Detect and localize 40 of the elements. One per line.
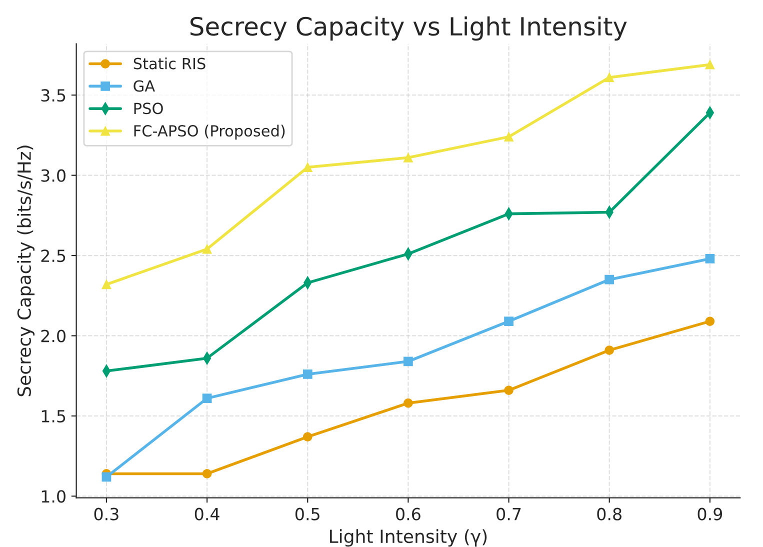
point: [202, 469, 212, 478]
x-tick-label: 0.7: [496, 508, 521, 520]
point: [302, 162, 312, 172]
point: [504, 386, 514, 395]
point: [302, 370, 312, 379]
chart-title: Secrecy Capacity vs Light Intensity: [190, 16, 627, 41]
y-tick-label: 3.0: [41, 169, 66, 182]
point: [302, 432, 312, 442]
legend-label: Static RIS: [134, 58, 206, 70]
point: [504, 316, 514, 326]
point: [102, 472, 112, 482]
y-tick-label: 1.0: [42, 490, 66, 503]
point: [404, 356, 413, 366]
x-tick-label: 0.6: [396, 508, 420, 520]
point: [705, 316, 715, 326]
y-tick-label: 2.0: [41, 330, 66, 342]
point: [404, 152, 413, 162]
legend-label: GA: [134, 80, 155, 92]
point: [404, 398, 413, 408]
legend-label: FC-APSO (Proposed): [134, 124, 285, 140]
point: [604, 345, 614, 355]
y-tick-label: 1.5: [42, 410, 66, 423]
y-axis-title: Secrecy Capacity (bits/s/Hz): [17, 146, 35, 396]
point: [504, 132, 514, 142]
point: [102, 280, 112, 290]
legend-label: PSO: [134, 102, 163, 114]
y-tick-label: 3.5: [41, 89, 66, 102]
x-axis-title: Light Intensity (γ): [330, 529, 487, 547]
point: [705, 60, 715, 70]
point: [202, 394, 212, 403]
x-tick-label: 0.3: [94, 508, 118, 520]
point: [705, 254, 715, 264]
y-tick-label: 2.5: [41, 249, 66, 262]
point: [604, 274, 614, 284]
x-tick-label: 0.9: [698, 508, 722, 520]
point: [202, 244, 212, 254]
x-tick-label: 0.4: [194, 508, 220, 520]
point: [604, 72, 614, 82]
x-tick-label: 0.8: [597, 508, 622, 520]
x-tick-label: 0.5: [295, 508, 320, 520]
